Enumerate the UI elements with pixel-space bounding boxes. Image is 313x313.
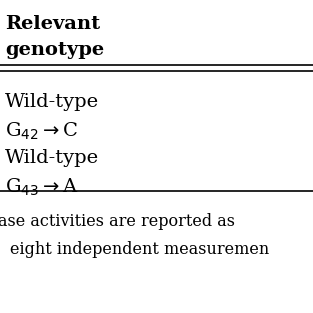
Text: genotype: genotype: [5, 41, 104, 59]
Text: eight independent measuremen: eight independent measuremen: [10, 241, 269, 258]
Text: Wild-type: Wild-type: [5, 93, 99, 111]
Text: Wild-type: Wild-type: [5, 149, 99, 167]
Text: Relevant: Relevant: [5, 15, 100, 33]
Text: G$_{43}$$\rightarrow$A: G$_{43}$$\rightarrow$A: [5, 177, 79, 198]
Text: G$_{42}$$\rightarrow$C: G$_{42}$$\rightarrow$C: [5, 121, 78, 142]
Text: ase activities are reported as: ase activities are reported as: [0, 213, 235, 230]
